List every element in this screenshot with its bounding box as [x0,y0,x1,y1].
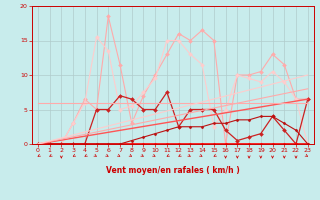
X-axis label: Vent moyen/en rafales ( km/h ): Vent moyen/en rafales ( km/h ) [106,166,240,175]
